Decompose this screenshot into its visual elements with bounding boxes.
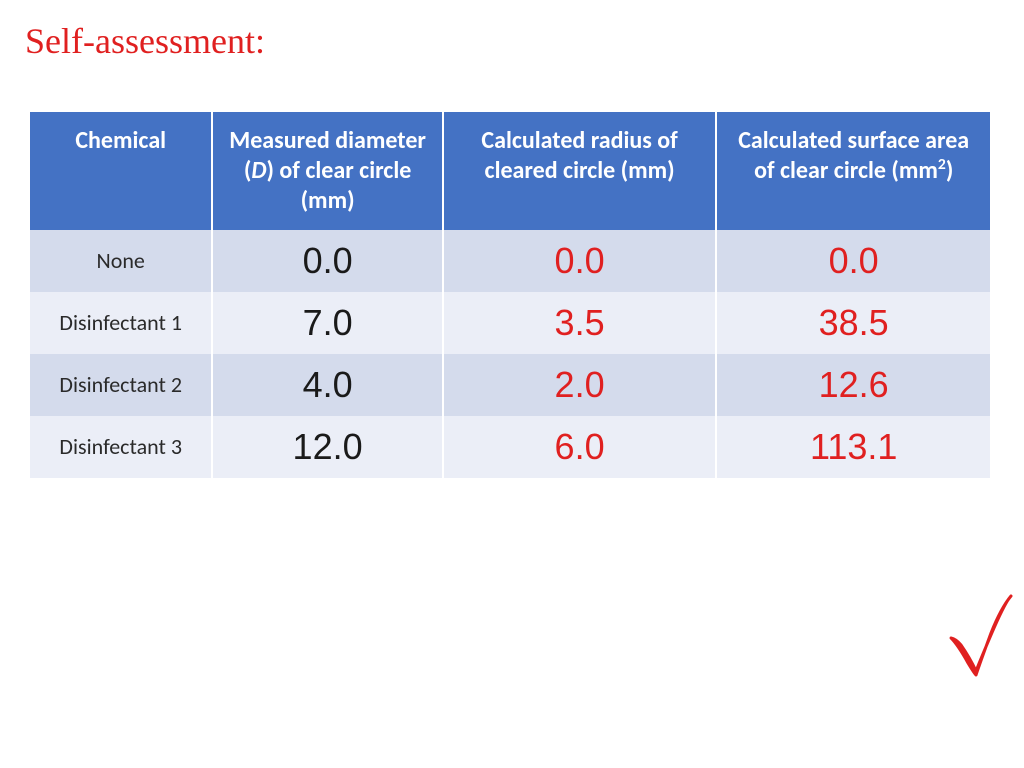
- col-chemical: Chemical: [30, 112, 212, 230]
- cell-radius: 0.0: [443, 230, 717, 292]
- cell-area: 113.1: [716, 416, 990, 478]
- header-row: Chemical Measured diameter (D) of clear …: [30, 112, 990, 230]
- cell-diameter: 12.0: [212, 416, 442, 478]
- table-row: Disinfectant 3 12.0 6.0 113.1: [30, 416, 990, 478]
- table-row: Disinfectant 1 7.0 3.5 38.5: [30, 292, 990, 354]
- cell-diameter: 4.0: [212, 354, 442, 416]
- cell-diameter: 0.0: [212, 230, 442, 292]
- cell-area: 38.5: [716, 292, 990, 354]
- cell-diameter: 7.0: [212, 292, 442, 354]
- data-table: Chemical Measured diameter (D) of clear …: [30, 112, 990, 478]
- table-row: Disinfectant 2 4.0 2.0 12.6: [30, 354, 990, 416]
- page-title: Self-assessment:: [25, 20, 994, 62]
- col-diameter: Measured diameter (D) of clear circle (m…: [212, 112, 442, 230]
- cell-radius: 2.0: [443, 354, 717, 416]
- cell-radius: 3.5: [443, 292, 717, 354]
- cell-chemical: Disinfectant 3: [30, 416, 212, 478]
- table-row: None 0.0 0.0 0.0: [30, 230, 990, 292]
- cell-chemical: Disinfectant 2: [30, 354, 212, 416]
- cell-chemical: Disinfectant 1: [30, 292, 212, 354]
- cell-chemical: None: [30, 230, 212, 292]
- col-radius: Calculated radius of cleared circle (mm): [443, 112, 717, 230]
- cell-radius: 6.0: [443, 416, 717, 478]
- checkmark-icon: [946, 593, 1016, 678]
- cell-area: 12.6: [716, 354, 990, 416]
- col-area: Calculated surface area of clear circle …: [716, 112, 990, 230]
- cell-area: 0.0: [716, 230, 990, 292]
